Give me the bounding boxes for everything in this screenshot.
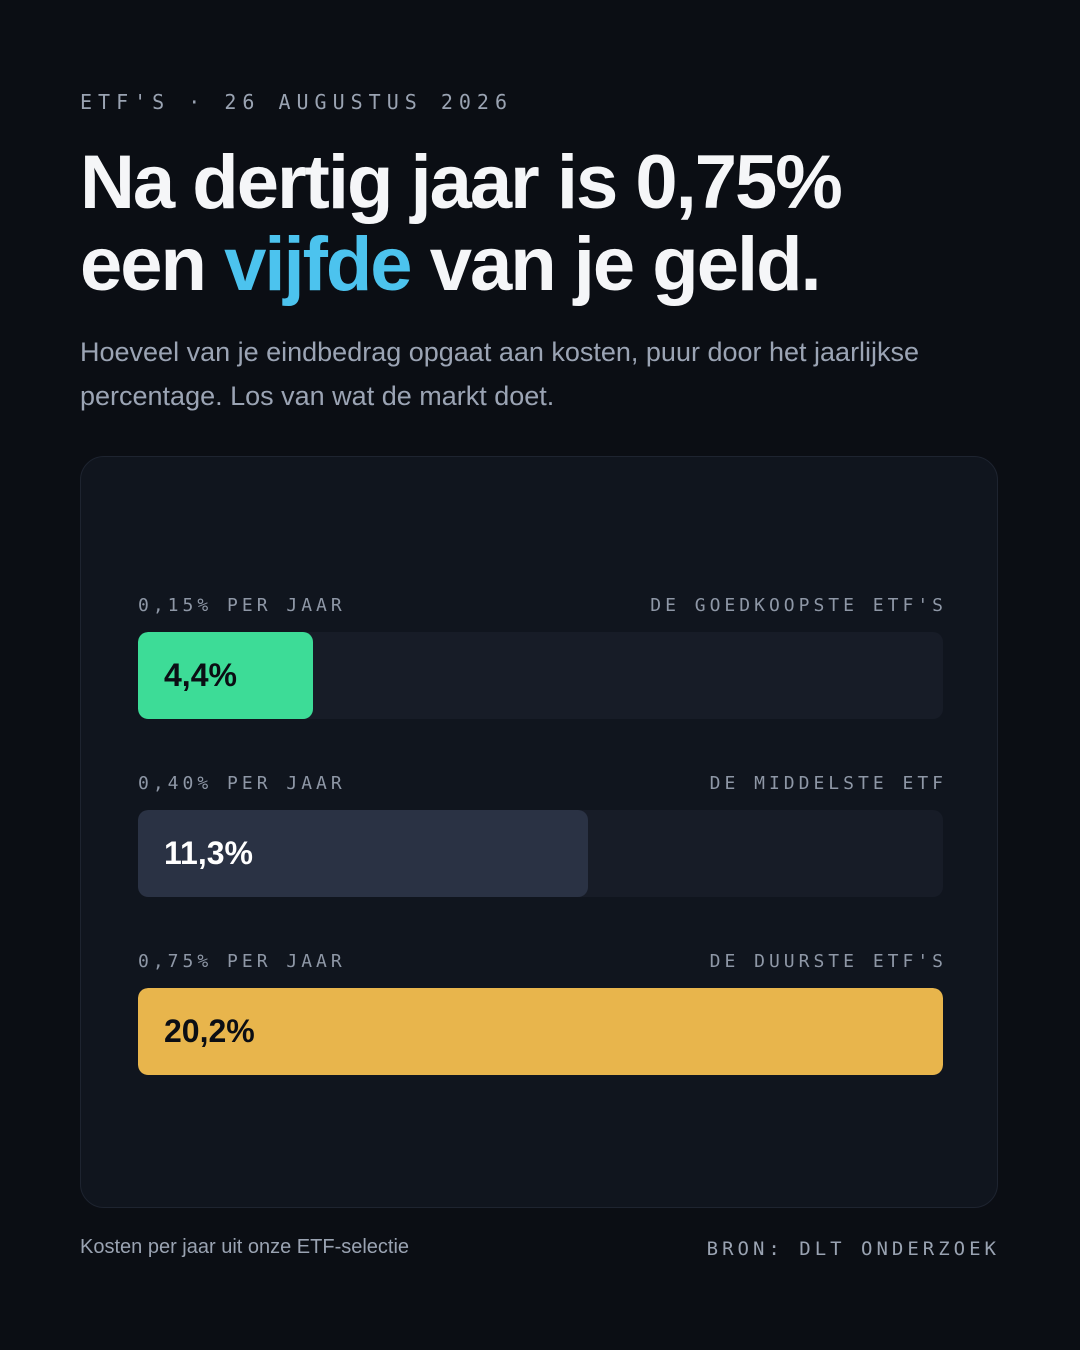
bar (138, 810, 588, 897)
headline: Na dertig jaar is 0,75% een vijfde van j… (80, 142, 1020, 306)
headline-line-2-start: een (80, 222, 225, 307)
category-label: 0,15% PER JAAR (138, 595, 346, 616)
bar-row-label: 0,75% PER JAAR DE DUURSTE ETF'S (138, 951, 943, 975)
bar-track: 4,4% (138, 632, 943, 719)
bar (138, 632, 313, 719)
category-note: DE GOEDKOOPSTE ETF'S (650, 595, 947, 616)
category-label: 0,40% PER JAAR (138, 773, 346, 794)
chart-card: 0,15% PER JAAR DE GOEDKOOPSTE ETF'S 4,4% 0,… (80, 456, 998, 1208)
headline-line-1: Na dertig jaar is 0,75% (80, 140, 843, 225)
category-note: DE DUURSTE ETF'S (709, 951, 947, 972)
subtitle: Hoeveel van je eindbedrag opgaat aan kos… (80, 337, 920, 411)
footer-note: Kosten per jaar uit onze ETF-selectie (80, 1236, 410, 1258)
bar-row-label: 0,40% PER JAAR DE MIDDELSTE ETF (138, 773, 943, 797)
footer-source: BRON: DLT ONDERZOEK (706, 1238, 1000, 1260)
category-label: 0,75% PER JAAR (138, 951, 346, 972)
headline-line-2-end: van je geld. (410, 222, 822, 307)
bar-value-label: 20,2% (164, 1013, 255, 1049)
category-note: DE MIDDELSTE ETF (709, 773, 947, 794)
bar (138, 988, 943, 1075)
headline-accent: vijfde (224, 222, 412, 307)
bar-value-label: 4,4% (164, 657, 237, 693)
bar-row-label: 0,15% PER JAAR DE GOEDKOOPSTE ETF'S (138, 595, 943, 619)
kicker: ETF'S · 26 AUGUSTUS 2026 (80, 90, 513, 114)
bar-value-label: 11,3% (164, 835, 253, 871)
bar-track: 20,2% (138, 988, 943, 1075)
bar-track: 11,3% (138, 810, 943, 897)
